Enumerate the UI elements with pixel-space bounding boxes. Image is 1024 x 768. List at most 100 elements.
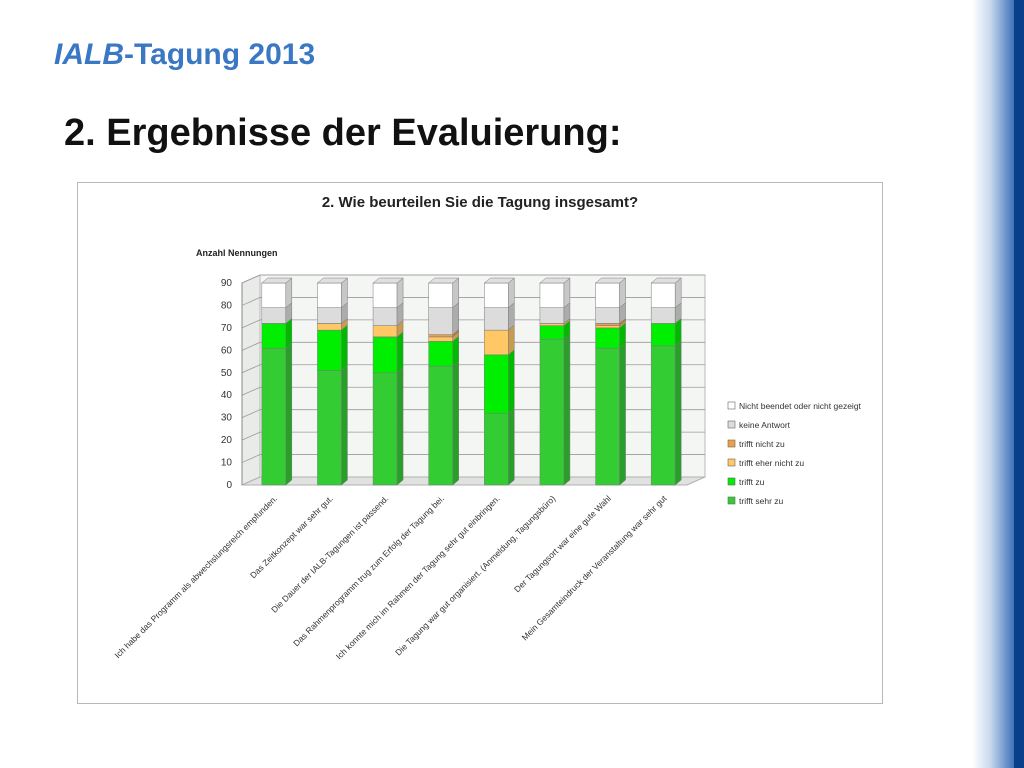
bar-front (428, 307, 453, 335)
bar-front (539, 338, 565, 486)
bar-top (483, 277, 516, 284)
y-tick-label: 30 (221, 413, 233, 424)
slide-header-suffix: -Tagung 2013 (124, 38, 316, 71)
legend-swatch (727, 477, 736, 486)
bar-top (594, 277, 627, 284)
bar-side (341, 364, 348, 486)
legend-label: trifft eher nicht zu (739, 458, 804, 468)
bar-front (317, 307, 342, 324)
bar-front (650, 282, 676, 308)
y-tick-label: 40 (221, 390, 233, 401)
legend-item: trifft sehr zu (727, 496, 784, 506)
bar-front (428, 334, 453, 338)
chart-title: 2. Wie beurteilen Sie die Tagung insgesa… (322, 194, 638, 211)
bar-segment (594, 277, 627, 309)
legend-swatch (727, 401, 736, 410)
bar-front (484, 329, 509, 356)
bar-side (508, 407, 515, 486)
y-tick-label: 90 (221, 278, 233, 289)
x-category-label: Der Tagungsort war eine gute Wahl (512, 493, 613, 594)
bar-side (396, 331, 404, 374)
bar-front (372, 307, 398, 326)
bar-segment (594, 342, 627, 486)
bar-front (428, 341, 453, 367)
bar-side (508, 349, 515, 414)
bar-front (539, 307, 565, 324)
bar-front (595, 347, 620, 486)
y-tick-label: 10 (221, 458, 233, 469)
bar-front (595, 307, 620, 324)
bar-segment (316, 364, 349, 486)
chart-side-wall (241, 274, 261, 486)
bar-side (285, 342, 293, 486)
slide-header: IALB-Tagung 2013 (54, 38, 315, 72)
legend-swatch (727, 420, 736, 429)
bar-segment (261, 277, 293, 309)
x-category-label: Die Dauer der IALB-Tagungen ist passend. (269, 493, 390, 614)
chart-svg: 2. Wie beurteilen Sie die Tagung insgesa… (112, 194, 862, 661)
bar-front (261, 307, 287, 324)
bar-segment (650, 277, 682, 309)
chart-floor (241, 476, 706, 486)
chart-frame: 2. Wie beurteilen Sie die Tagung insgesa… (77, 182, 883, 704)
chart-legend: Nicht beendet oder nicht gezeigt keine An… (727, 401, 862, 506)
legend-item: trifft nicht zu (727, 439, 785, 449)
y-tick-label: 80 (221, 300, 233, 311)
bar-front (650, 345, 676, 486)
bar-segment (539, 333, 571, 486)
bar-front (595, 327, 620, 349)
bar-front (650, 323, 676, 347)
bar-front (539, 325, 565, 340)
legend-swatch (727, 496, 736, 505)
bar-segment (650, 340, 682, 486)
y-tick-label: 70 (221, 323, 233, 334)
bar-top (650, 277, 682, 284)
bar-front (539, 323, 565, 326)
legend-item: trifft eher nicht zu (727, 458, 804, 468)
bar-front (595, 282, 620, 308)
bar-front (428, 336, 453, 342)
bar-side (674, 340, 682, 486)
bar-front (317, 282, 342, 308)
chart-gridline (241, 274, 705, 284)
bar-side (452, 302, 459, 336)
bar-segment (316, 277, 349, 309)
chart-y-axis-label: Anzahl Nennungen (196, 248, 278, 258)
legend-label: trifft nicht zu (739, 439, 785, 449)
bar-front (317, 323, 342, 331)
bar-segment (261, 342, 293, 486)
legend-label: trifft zu (739, 477, 765, 487)
bar-top (427, 277, 460, 284)
slide-header-prefix: IALB (54, 38, 124, 71)
bar-front (539, 282, 565, 308)
bar-front (484, 307, 509, 331)
bar-front (428, 365, 453, 486)
legend-label: keine Antwort (739, 420, 791, 430)
legend-label: trifft sehr zu (739, 496, 784, 506)
bar-front (372, 325, 398, 338)
bar-segment (372, 367, 404, 486)
bar-front (372, 282, 398, 308)
bar-side (563, 333, 571, 486)
bar-front (317, 370, 342, 486)
bar-segment (316, 324, 349, 372)
legend-swatch (727, 439, 736, 448)
bar-segment (483, 277, 516, 309)
y-tick-label: 0 (226, 480, 232, 491)
bar-segment (483, 407, 516, 486)
bar-front (372, 336, 398, 374)
bar-segment (372, 331, 404, 374)
bar-segment (427, 277, 460, 309)
bar-segment (539, 277, 571, 309)
bar-segment (427, 360, 460, 486)
bar-side (396, 367, 404, 486)
bar-side (341, 324, 348, 372)
legend-item: Nicht beendet oder nicht gezeigt (727, 401, 862, 411)
bar-front (261, 323, 287, 349)
legend-label: Nicht beendet oder nicht gezeigt (739, 401, 862, 411)
bar-front (317, 329, 342, 371)
bar-front (484, 354, 509, 414)
bar-top (539, 277, 571, 284)
y-tick-label: 20 (221, 435, 233, 446)
